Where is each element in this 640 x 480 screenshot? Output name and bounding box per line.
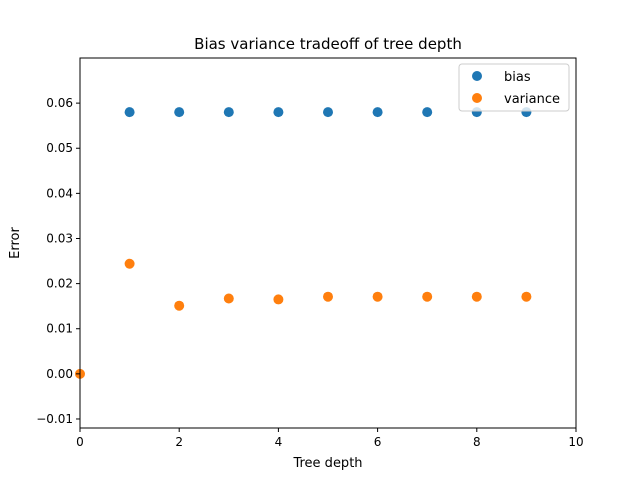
- variance-point: [323, 291, 333, 302]
- variance-point: [521, 291, 532, 302]
- y-tick-label: 0.00: [46, 367, 73, 381]
- chart-title: Bias variance tradeoff of tree depth: [194, 35, 462, 53]
- bias-point: [223, 107, 234, 118]
- y-tick-label: 0.02: [46, 277, 73, 291]
- y-axis: −0.01 0.00 0.01 0.02 0.03 0.04 0.05 0.06: [36, 96, 80, 426]
- x-tick-label: 8: [473, 435, 481, 449]
- x-tick-label: 6: [374, 435, 382, 449]
- bias-point: [323, 107, 333, 118]
- legend-marker-variance: [472, 93, 482, 103]
- variance-point: [273, 294, 284, 305]
- legend-label-variance: variance: [504, 92, 560, 107]
- y-tick-label: 0.05: [46, 141, 73, 155]
- variance-point: [223, 293, 234, 304]
- plot-area: [75, 107, 532, 379]
- variance-point: [422, 291, 433, 302]
- y-tick-label: 0.06: [46, 96, 73, 110]
- y-tick-label: 0.04: [46, 186, 73, 200]
- x-axis: 0 2 4 6 8 10: [76, 428, 584, 449]
- legend: bias variance: [458, 63, 570, 112]
- variance-point: [124, 258, 135, 269]
- legend-marker-bias: [472, 71, 482, 81]
- variance-point: [471, 291, 482, 302]
- bias-point: [273, 107, 284, 118]
- x-axis-label: Tree depth: [292, 456, 362, 471]
- y-tick-label: 0.01: [46, 322, 73, 336]
- legend-label-bias: bias: [504, 70, 531, 85]
- bias-point: [372, 107, 383, 118]
- variance-point: [372, 291, 383, 302]
- x-tick-label: 0: [76, 435, 84, 449]
- legend-box: [458, 63, 570, 112]
- y-tick-label: 0.03: [46, 231, 73, 245]
- bias-point: [174, 107, 185, 118]
- plot-frame: [79, 57, 577, 429]
- x-tick-label: 2: [175, 435, 183, 449]
- bias-point: [124, 107, 135, 118]
- x-tick-label: 10: [568, 435, 583, 449]
- y-axis-label: Error: [8, 227, 23, 259]
- y-tick-label: −0.01: [36, 412, 73, 426]
- bias-point: [422, 107, 433, 118]
- variance-point: [174, 300, 185, 311]
- x-tick-label: 4: [275, 435, 283, 449]
